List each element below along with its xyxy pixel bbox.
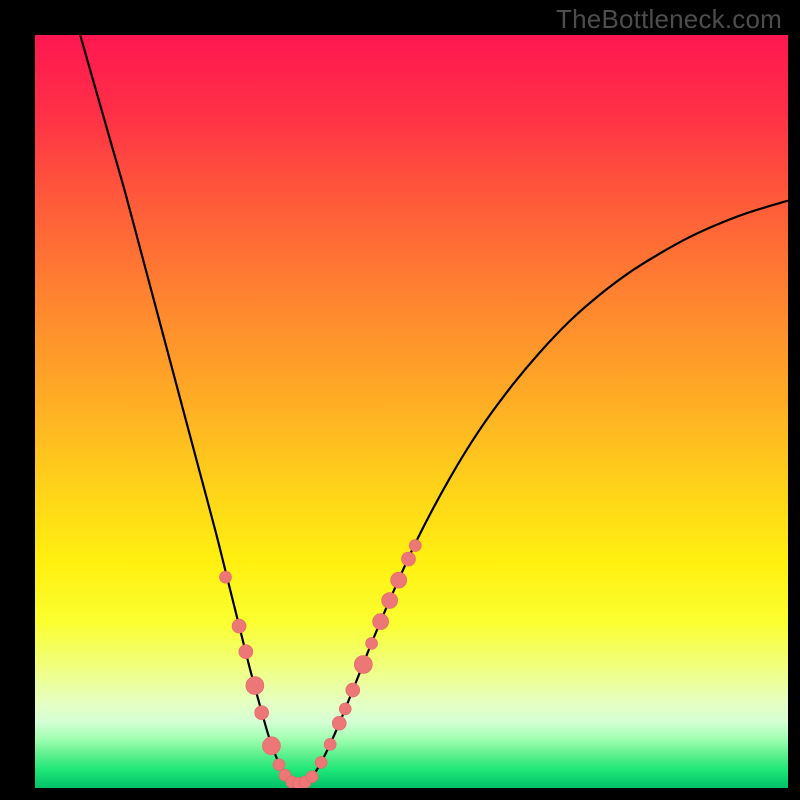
data-marker [306, 771, 318, 783]
data-marker [373, 614, 389, 630]
watermark-text: TheBottleneck.com [556, 4, 782, 35]
data-marker [339, 703, 351, 715]
bottleneck-chart [0, 0, 800, 800]
data-marker [262, 737, 280, 755]
data-marker [220, 571, 232, 583]
data-marker [273, 759, 285, 771]
data-marker [409, 540, 421, 552]
data-marker [332, 716, 346, 730]
data-marker [354, 656, 372, 674]
data-marker [255, 706, 269, 720]
data-marker [382, 593, 398, 609]
data-marker [346, 683, 360, 697]
data-marker [366, 637, 378, 649]
data-marker [315, 756, 327, 768]
data-marker [239, 645, 253, 659]
data-marker [246, 677, 264, 695]
plot-area [35, 35, 788, 789]
data-marker [391, 572, 407, 588]
gradient-background [35, 35, 788, 788]
data-marker [232, 619, 246, 633]
data-marker [324, 738, 336, 750]
data-marker [401, 552, 415, 566]
